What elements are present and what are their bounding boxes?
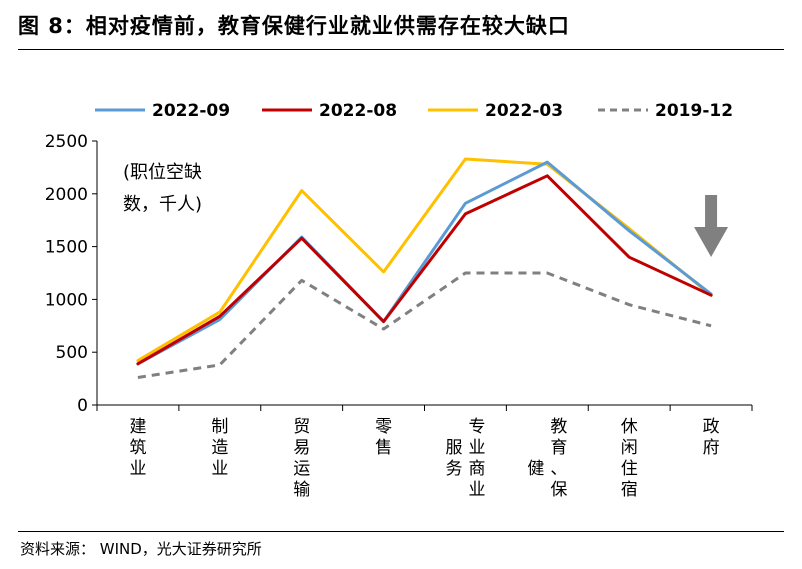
y-tick-label: 1000	[45, 290, 88, 310]
legend-item: 2019-12	[598, 101, 733, 121]
category-char: 教	[550, 417, 567, 437]
series-line-2022-08	[136, 174, 713, 366]
category-char: 宿	[621, 480, 638, 500]
category-char: 售	[375, 438, 392, 458]
category-char: 筑	[129, 438, 146, 458]
x-category-label: 零售	[375, 417, 392, 458]
category-char: 育	[550, 438, 567, 458]
down-arrow-icon	[694, 195, 729, 257]
category-char: 务	[445, 459, 462, 479]
category-char: 零	[375, 417, 392, 437]
y-tick-label: 0	[77, 396, 88, 416]
category-char: 、	[550, 459, 567, 479]
category-char: 贸	[293, 417, 310, 437]
category-char: 业	[468, 480, 485, 500]
category-char: 休	[621, 417, 638, 437]
y-tick-label: 2000	[45, 185, 88, 205]
series-line-2022-09	[136, 160, 713, 366]
category-char: 运	[293, 459, 310, 479]
category-char: 保	[550, 480, 567, 500]
source-rule	[18, 531, 784, 532]
chart-legend: 2022-09 2022-08 2022-03 2019-12	[95, 101, 733, 121]
category-char: 闲	[621, 438, 638, 458]
category-char: 服	[445, 438, 462, 458]
category-char: 住	[621, 459, 638, 479]
x-category-label: 健 教育、保	[527, 417, 567, 500]
x-category-label: 制造业	[211, 417, 228, 479]
category-char: 府	[703, 438, 720, 458]
category-char: 专	[468, 417, 485, 437]
legend-label: 2022-08	[319, 101, 397, 121]
category-char: 业	[129, 459, 146, 479]
legend-item: 2022-09	[95, 101, 230, 121]
category-char: 制	[211, 417, 228, 437]
category-char: 建	[129, 417, 146, 437]
source-note: 资料来源： WIND，光大证券研究所	[20, 540, 262, 558]
legend-label: 2019-12	[655, 101, 733, 121]
unit-note-line: (职位空缺	[123, 162, 202, 183]
legend-item: 2022-08	[262, 101, 397, 121]
title-rule	[18, 49, 784, 50]
figure-title: 图 8：相对疫情前，教育保健行业就业供需存在较大缺口	[18, 14, 570, 38]
category-char: 商	[468, 459, 485, 479]
chart-annotations	[694, 195, 729, 257]
series-line-2019-12	[137, 271, 712, 379]
category-char: 业	[468, 438, 485, 458]
y-tick-label: 1500	[45, 238, 88, 258]
legend-item: 2022-03	[428, 101, 563, 121]
category-char: 易	[293, 438, 310, 458]
series-line-2022-03	[136, 157, 713, 363]
category-char: 造	[211, 438, 228, 458]
category-char: 健	[527, 459, 544, 479]
x-category-label: 政府	[703, 417, 720, 458]
y-tick-label: 2500	[45, 132, 88, 152]
chart-series	[136, 157, 713, 379]
x-category-label: 建筑业	[129, 417, 146, 479]
category-char: 政	[703, 417, 720, 437]
y-tick-label: 500	[56, 343, 88, 363]
category-char: 输	[293, 480, 310, 500]
unit-note-line: 数，千人)	[123, 194, 202, 215]
legend-label: 2022-09	[152, 101, 230, 121]
legend-label: 2022-03	[485, 101, 563, 121]
category-char: 业	[211, 459, 228, 479]
